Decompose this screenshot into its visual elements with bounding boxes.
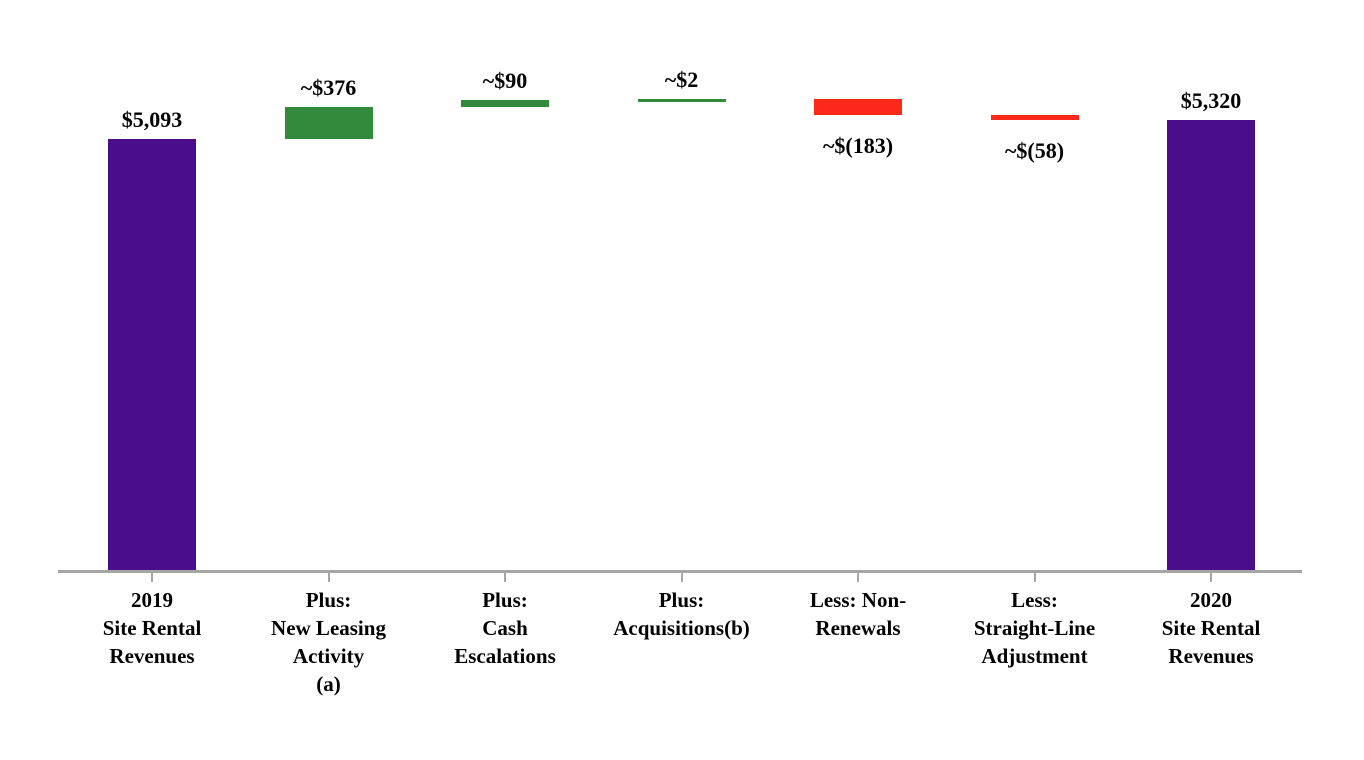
category-label-line: Plus:	[658, 588, 705, 612]
category-label-line: (a)	[316, 672, 341, 696]
category-label-line: 2020	[1190, 588, 1232, 612]
category-label-line: 2019	[131, 588, 173, 612]
category-label-line: New Leasing	[271, 616, 386, 640]
category-label: Less: Straight-Line Adjustment	[930, 586, 1140, 670]
waterfall-bar	[990, 114, 1079, 120]
category-label: Plus: New Leasing Activity (a)	[224, 586, 434, 698]
category-label-line: Escalations	[454, 644, 556, 668]
waterfall-bar	[108, 139, 196, 570]
category-label-line: Adjustment	[981, 644, 1088, 668]
axis-tick	[327, 573, 330, 582]
waterfall-bar	[637, 99, 726, 102]
category-label-line: Renewals	[815, 616, 901, 640]
category-label-line: Plus:	[305, 588, 352, 612]
category-label-line: Activity	[292, 644, 365, 668]
category-label: Plus: Cash Escalations	[400, 586, 610, 670]
category-label-line: Revenues	[1168, 644, 1254, 668]
axis-tick	[857, 573, 859, 582]
value-label: ~$(183)	[822, 132, 894, 158]
category-label: Less: Non- Renewals	[753, 586, 963, 642]
category-label: Plus: Acquisitions(b)	[577, 586, 787, 642]
category-label-line: Less: Non-	[809, 588, 907, 612]
category-label-line: Site Rental	[1161, 616, 1261, 640]
waterfall-bar	[461, 99, 549, 108]
category-label: 2020 Site Rental Revenues	[1106, 586, 1316, 670]
waterfall-bar	[284, 107, 373, 139]
value-label: $5,093	[121, 107, 183, 132]
category-label-line: Acquisitions(b)	[613, 616, 750, 640]
axis-tick	[680, 573, 683, 582]
category-label-line: Straight-Line	[973, 616, 1096, 640]
axis-tick	[151, 573, 153, 582]
waterfall-bar	[814, 99, 902, 115]
axis-tick	[1210, 573, 1212, 582]
axis-tick	[1033, 573, 1036, 582]
category-label-line: Less:	[1011, 588, 1058, 612]
category-label-line: Plus:	[482, 588, 528, 612]
axis-tick	[504, 573, 506, 582]
waterfall-bar	[1167, 119, 1255, 570]
value-label: ~$(58)	[1004, 137, 1065, 163]
category-label-line: Cash	[482, 616, 528, 640]
value-label: $5,320	[1180, 87, 1242, 113]
value-label: ~$2	[664, 67, 699, 93]
category-label: 2019 Site Rental Revenues	[47, 586, 257, 670]
value-label: ~$90	[482, 67, 528, 93]
x-axis-line	[58, 570, 1302, 573]
value-label: ~$376	[300, 75, 357, 101]
category-label-line: Revenues	[109, 644, 195, 668]
category-label-line: Site Rental	[102, 616, 202, 640]
